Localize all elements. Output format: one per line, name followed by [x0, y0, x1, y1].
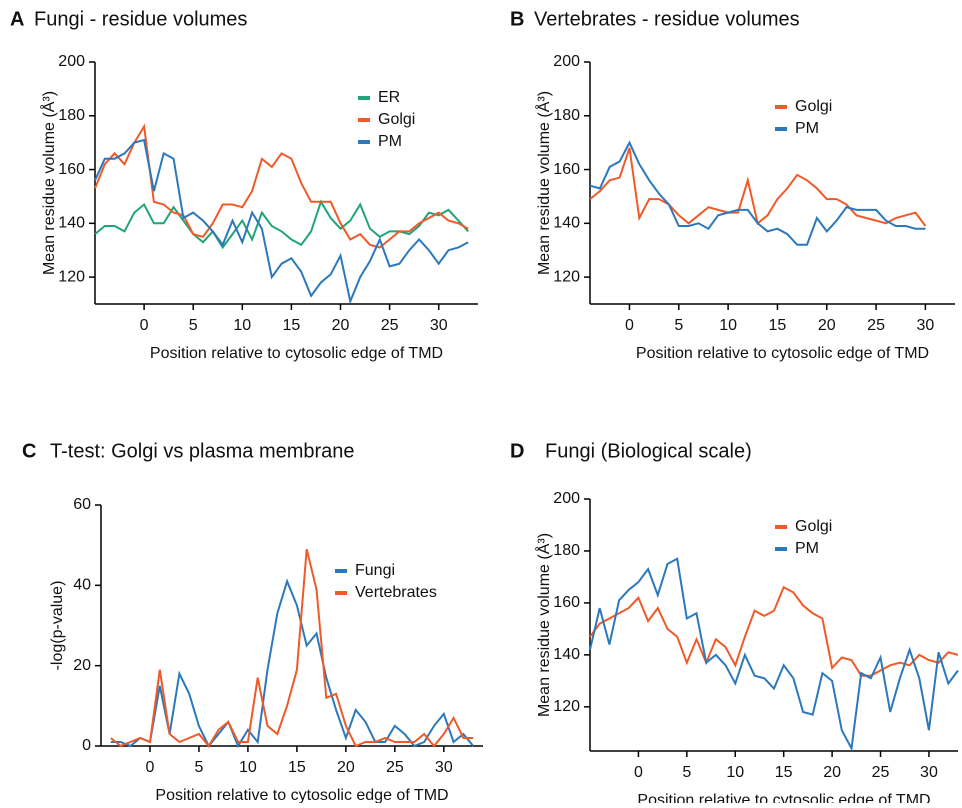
series-line: [589, 585, 959, 677]
y-tick-label: 140: [553, 215, 580, 232]
series-line: [94, 138, 469, 305]
y-tick-label: 120: [58, 268, 85, 285]
y-tick-label: 200: [553, 53, 580, 70]
y-tick-label: 160: [553, 161, 580, 178]
panel-letter: B: [510, 8, 524, 30]
y-tick-label: 180: [553, 542, 580, 559]
y-tick-label: 140: [553, 646, 580, 663]
series-line: [94, 199, 469, 250]
x-tick-label: 30: [435, 759, 453, 776]
legend-label: Golgi: [795, 98, 832, 115]
x-tick-label: 20: [818, 317, 836, 334]
y-tick-label: 20: [73, 657, 91, 674]
x-tick-label: 15: [283, 317, 301, 334]
y-tick-label: 140: [58, 215, 85, 232]
panel-letter: C: [22, 440, 36, 462]
x-tick-label: 5: [189, 317, 198, 334]
panel-title: T-test: Golgi vs plasma membrane: [50, 440, 355, 462]
x-tick-label: 20: [332, 317, 350, 334]
y-tick-label: 60: [73, 496, 91, 513]
x-tick-label: 0: [625, 317, 634, 334]
x-tick-label: 25: [381, 317, 399, 334]
y-tick-label: 120: [553, 698, 580, 715]
series-line: [110, 578, 474, 749]
x-tick-label: 25: [867, 317, 885, 334]
y-axis-label: Mean residue volume (Å³): [534, 91, 553, 275]
x-tick-label: 0: [634, 764, 643, 781]
x-tick-label: 30: [920, 764, 938, 781]
y-axis-label: -log(p-value): [49, 581, 66, 671]
y-tick-label: 200: [553, 490, 580, 507]
x-tick-label: 0: [146, 759, 155, 776]
x-axis-label: Position relative to cytosolic edge of T…: [155, 787, 448, 803]
series-line: [589, 147, 927, 227]
y-tick-label: 200: [58, 53, 85, 70]
legend-label: PM: [795, 540, 819, 557]
y-tick-label: 120: [553, 268, 580, 285]
series-line: [110, 548, 474, 748]
series-line: [589, 140, 926, 246]
x-tick-label: 5: [674, 317, 683, 334]
x-tick-label: 25: [872, 764, 890, 781]
x-axis-label: Position relative to cytosolic edge of T…: [150, 345, 443, 362]
x-axis-label: Position relative to cytosolic edge of T…: [636, 345, 929, 362]
y-tick-label: 40: [73, 577, 91, 594]
x-axis-label: Position relative to cytosolic edge of T…: [637, 792, 930, 803]
series-line: [94, 123, 469, 249]
legend-label: Fungi: [355, 562, 395, 579]
x-tick-label: 10: [239, 759, 257, 776]
y-axis-label: Mean residue volume (Å³): [534, 533, 553, 717]
x-tick-label: 30: [917, 317, 935, 334]
legend-label: Golgi: [795, 518, 832, 535]
y-tick-label: 0: [82, 737, 91, 754]
panel-title: Vertebrates - residue volumes: [534, 8, 800, 30]
x-tick-label: 30: [430, 317, 448, 334]
x-tick-label: 15: [769, 317, 787, 334]
legend-label: Vertebrates: [355, 584, 437, 601]
y-tick-label: 160: [58, 161, 85, 178]
x-tick-label: 20: [337, 759, 355, 776]
x-tick-label: 0: [140, 317, 149, 334]
y-tick-label: 180: [58, 107, 85, 124]
panel-letter: A: [10, 8, 24, 30]
panel-title: Fungi (Biological scale): [545, 440, 752, 462]
legend-label: PM: [795, 120, 819, 137]
legend-label: Golgi: [378, 111, 415, 128]
x-tick-label: 15: [288, 759, 306, 776]
x-tick-label: 5: [194, 759, 203, 776]
legend-label: ER: [378, 89, 400, 106]
x-tick-label: 10: [233, 317, 251, 334]
x-tick-label: 10: [726, 764, 744, 781]
x-tick-label: 25: [386, 759, 404, 776]
y-axis-label: Mean residue volume (Å³): [39, 91, 58, 275]
panel-title: Fungi - residue volumes: [34, 8, 247, 30]
x-tick-label: 20: [823, 764, 841, 781]
legend-label: PM: [378, 133, 402, 150]
x-tick-label: 10: [719, 317, 737, 334]
x-tick-label: 15: [775, 764, 793, 781]
series-line: [589, 557, 959, 752]
x-tick-label: 5: [682, 764, 691, 781]
y-tick-label: 160: [553, 594, 580, 611]
y-tick-label: 180: [553, 107, 580, 124]
panel-letter: D: [510, 440, 524, 462]
